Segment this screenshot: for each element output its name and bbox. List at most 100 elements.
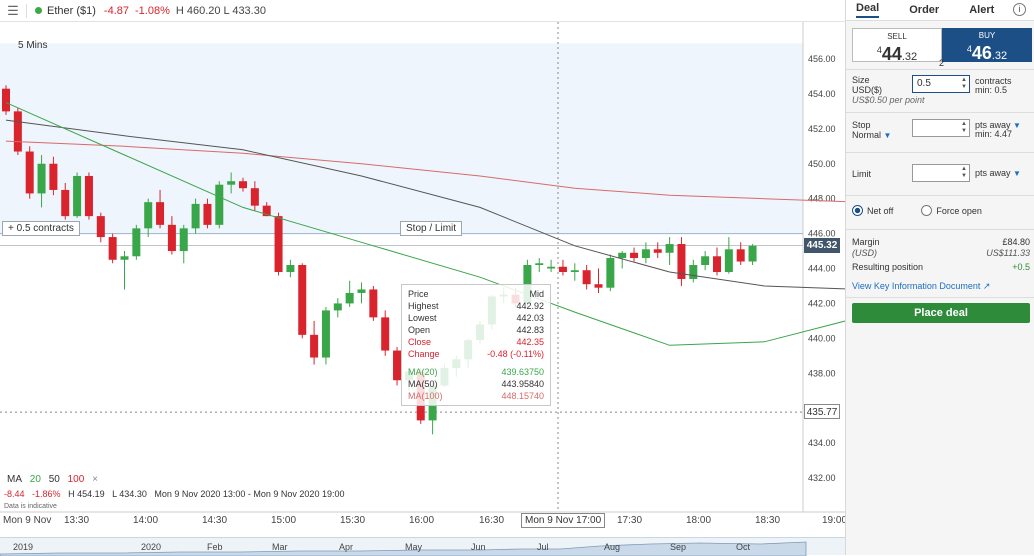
candle[interactable] <box>274 212 283 276</box>
limit-input[interactable]: ▲ ▼ <box>912 164 970 182</box>
candle[interactable] <box>61 182 70 220</box>
menu-icon[interactable]: ☰ <box>7 2 19 18</box>
candle[interactable] <box>132 224 141 260</box>
candle[interactable] <box>724 237 733 274</box>
candle[interactable] <box>333 298 342 318</box>
tt-ma20-label: MA(20) <box>408 367 438 377</box>
kid-link[interactable]: View Key Information Document ↗ <box>852 281 990 292</box>
candle[interactable] <box>37 155 46 208</box>
ma50-toggle[interactable]: 50 <box>48 474 60 485</box>
buy-button[interactable]: BUY 446.32 <box>942 28 1032 62</box>
candle[interactable] <box>369 285 378 321</box>
chart-navigator[interactable]: 2019 2020 Feb Mar Apr May Jun Jul Aug Se… <box>0 537 845 556</box>
margin-ccy-value: US$111.33 <box>986 248 1030 258</box>
ma20-toggle[interactable]: 20 <box>29 474 41 485</box>
timeframe-label[interactable]: 5 Mins <box>18 40 48 51</box>
candle[interactable] <box>582 265 591 290</box>
candle[interactable] <box>665 237 674 266</box>
candle[interactable] <box>535 258 544 272</box>
candle[interactable] <box>641 242 650 264</box>
candle[interactable] <box>239 177 247 192</box>
candle[interactable] <box>381 310 390 356</box>
candle[interactable] <box>96 212 105 243</box>
position-pill[interactable]: + 0.5 contracts <box>2 221 80 236</box>
candle[interactable] <box>713 247 721 276</box>
sell-button[interactable]: SELL 444.32 <box>852 28 942 64</box>
candle[interactable] <box>701 251 710 271</box>
candle[interactable] <box>345 280 354 307</box>
ma-remove-icon[interactable]: × <box>92 474 98 485</box>
candle[interactable] <box>653 242 662 259</box>
radio-checked-icon[interactable] <box>852 205 863 216</box>
candle[interactable] <box>167 216 176 255</box>
candle[interactable] <box>310 320 319 365</box>
candle[interactable] <box>630 247 639 262</box>
candle[interactable] <box>321 306 330 365</box>
candle[interactable] <box>108 233 117 264</box>
candle-body <box>61 189 70 217</box>
info-icon[interactable]: i <box>1013 3 1026 16</box>
stop-stepper-icon[interactable]: ▲ ▼ <box>961 121 967 134</box>
candle[interactable] <box>748 244 757 266</box>
tt-ma50-label: MA(50) <box>408 379 438 389</box>
candle[interactable] <box>606 254 615 292</box>
candle[interactable] <box>156 189 165 229</box>
stop-mode-select[interactable]: Normal ▼ <box>852 130 891 141</box>
session-stats: -8.44 -1.86% H 454.19 L 434.30 Mon 9 Nov… <box>4 489 349 499</box>
sell-price-big: 44 <box>881 44 902 64</box>
candle[interactable] <box>144 198 153 238</box>
ma-legend-label[interactable]: MA <box>7 474 22 485</box>
candle[interactable] <box>179 224 188 264</box>
candle[interactable] <box>286 259 295 278</box>
time-tick: 15:30 <box>340 515 366 526</box>
candle[interactable] <box>25 146 34 199</box>
candle[interactable] <box>736 242 745 266</box>
candle[interactable] <box>689 259 698 283</box>
buy-price-big: 46 <box>971 43 992 63</box>
limit-stepper-icon[interactable]: ▲ ▼ <box>961 166 967 179</box>
tt-price-value: Mid <box>529 289 544 299</box>
candle[interactable] <box>250 181 259 211</box>
chart-area[interactable]: ☰ Ether ($1) -4.87 -1.08% H 460.20 L 433… <box>0 0 847 556</box>
ma100-toggle[interactable]: 100 <box>67 474 85 485</box>
candle[interactable] <box>547 259 556 272</box>
candle-body <box>748 245 757 262</box>
price-chart[interactable]: 456.00 454.00 452.00 450.00 448.00 446.00 444.… <box>0 0 845 555</box>
candle[interactable] <box>2 85 10 115</box>
net-off-option[interactable]: Net off <box>852 205 893 216</box>
candle[interactable] <box>227 172 236 194</box>
tab-alert[interactable]: Alert <box>969 4 995 16</box>
candle-body <box>618 252 627 259</box>
force-open-option[interactable]: Force open <box>921 205 982 216</box>
stop-input[interactable]: ▲ ▼ <box>912 119 970 137</box>
candle[interactable] <box>49 156 58 196</box>
candle[interactable] <box>677 237 686 286</box>
candle[interactable] <box>84 172 93 220</box>
size-stepper-icon[interactable]: ▲ ▼ <box>961 77 967 90</box>
candle[interactable] <box>73 172 82 218</box>
candle[interactable] <box>558 259 567 276</box>
time-tick: 13:30 <box>64 515 90 526</box>
candle[interactable] <box>262 202 271 217</box>
size-input[interactable]: 0.5 ▲ ▼ <box>912 75 970 93</box>
candle[interactable] <box>215 181 224 229</box>
stop-limit-pill[interactable]: Stop / Limit <box>400 221 463 236</box>
candle[interactable] <box>13 107 22 156</box>
place-deal-button[interactable]: Place deal <box>852 303 1030 323</box>
candle[interactable] <box>393 347 402 386</box>
candle[interactable] <box>594 268 603 293</box>
radio-unchecked-icon[interactable] <box>921 205 933 216</box>
tab-order[interactable]: Order <box>909 4 940 16</box>
candle[interactable] <box>357 282 366 304</box>
nav-label: Aug <box>604 542 621 552</box>
limit-unit-select[interactable]: pts away ▼ <box>975 169 1021 179</box>
candle[interactable] <box>191 198 200 234</box>
candle[interactable] <box>120 251 129 290</box>
candle[interactable] <box>203 198 212 229</box>
candle-body <box>132 228 141 257</box>
candle[interactable] <box>570 263 579 281</box>
candle[interactable] <box>618 251 627 269</box>
stop-unit-select[interactable]: pts away ▼ <box>975 121 1021 131</box>
tab-deal[interactable]: Deal <box>856 2 880 18</box>
candle[interactable] <box>298 263 307 339</box>
